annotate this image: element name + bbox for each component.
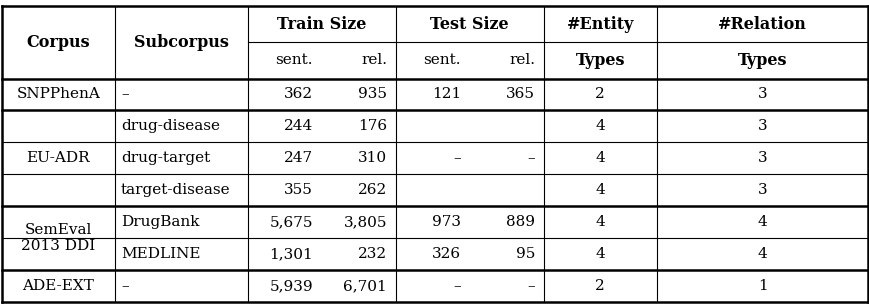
Text: SNPPhenA: SNPPhenA [17,87,100,102]
Text: #Relation: #Relation [717,16,806,33]
Text: 1,301: 1,301 [269,247,313,261]
Text: 4: 4 [757,215,766,229]
Text: 889: 889 [506,215,534,229]
Text: 935: 935 [358,87,387,102]
Text: 244: 244 [283,120,313,133]
Text: –: – [121,279,129,293]
Text: #Entity: #Entity [566,16,634,33]
Text: –: – [527,151,534,165]
Text: Train Size: Train Size [277,16,366,33]
Text: 5,675: 5,675 [269,215,313,229]
Text: 3,805: 3,805 [343,215,387,229]
Text: MEDLINE: MEDLINE [121,247,200,261]
Text: 3: 3 [757,120,766,133]
Text: Subcorpus: Subcorpus [134,34,229,51]
Text: SemEval
2013 DDI: SemEval 2013 DDI [21,223,96,253]
Text: 355: 355 [284,183,313,197]
Text: 310: 310 [358,151,387,165]
Text: Types: Types [737,52,786,69]
Text: 973: 973 [431,215,461,229]
Text: sent.: sent. [275,54,313,67]
Text: 326: 326 [431,247,461,261]
Text: 247: 247 [283,151,313,165]
Text: 362: 362 [283,87,313,102]
Text: 3: 3 [757,87,766,102]
Text: drug-disease: drug-disease [121,120,220,133]
Text: 121: 121 [431,87,461,102]
Text: ADE-EXT: ADE-EXT [23,279,94,293]
Text: 176: 176 [358,120,387,133]
Text: Corpus: Corpus [26,34,90,51]
Text: 3: 3 [757,151,766,165]
Text: target-disease: target-disease [121,183,230,197]
Text: Test Size: Test Size [430,16,508,33]
Text: 2: 2 [594,87,605,102]
Text: 5,939: 5,939 [269,279,313,293]
Text: 4: 4 [594,215,605,229]
Text: DrugBank: DrugBank [121,215,199,229]
Text: rel.: rel. [508,54,534,67]
Text: 6,701: 6,701 [343,279,387,293]
Text: Types: Types [575,52,624,69]
Text: 3: 3 [757,183,766,197]
Text: 4: 4 [594,151,605,165]
Text: 4: 4 [594,247,605,261]
Text: EU-ADR: EU-ADR [26,151,90,165]
Text: 95: 95 [515,247,534,261]
Text: 4: 4 [757,247,766,261]
Text: 365: 365 [506,87,534,102]
Text: 4: 4 [594,120,605,133]
Text: 2: 2 [594,279,605,293]
Text: 262: 262 [357,183,387,197]
Text: 232: 232 [358,247,387,261]
Text: 1: 1 [757,279,766,293]
Text: 4: 4 [594,183,605,197]
Text: –: – [121,87,129,102]
Text: –: – [453,279,461,293]
Text: –: – [527,279,534,293]
Text: sent.: sent. [423,54,461,67]
Text: –: – [453,151,461,165]
Text: rel.: rel. [361,54,387,67]
Text: drug-target: drug-target [121,151,210,165]
